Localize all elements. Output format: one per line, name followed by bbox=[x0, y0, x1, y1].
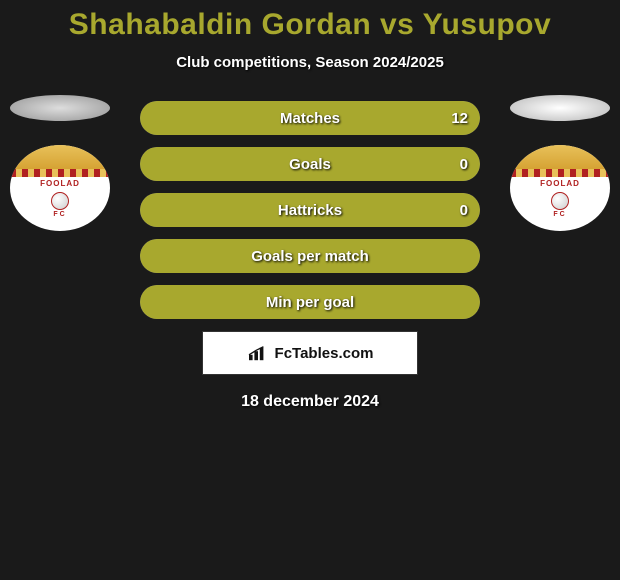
team-left-badge: FOOLAD FC bbox=[10, 145, 110, 231]
date: 18 december 2024 bbox=[0, 393, 620, 411]
page-title: Shahabaldin Gordan vs Yusupov bbox=[0, 0, 620, 42]
badge-right-sub-text: FC bbox=[510, 211, 610, 218]
fctables-logo: FcTables.com bbox=[202, 331, 418, 375]
content: FOOLAD FC FOOLAD FC Matches12Goals0Hattr… bbox=[0, 101, 620, 411]
team-right-column: FOOLAD FC bbox=[500, 95, 620, 231]
stat-row: Hattricks 0 bbox=[140, 193, 480, 227]
stat-label: Hattricks bbox=[278, 202, 342, 219]
stat-row: Min per goal bbox=[140, 285, 480, 319]
stat-right-value: 0 bbox=[460, 202, 468, 219]
badge-left-main-text: FOOLAD bbox=[10, 179, 110, 188]
badge-left-sub-text: FC bbox=[10, 211, 110, 218]
stat-right-value: 0 bbox=[460, 156, 468, 173]
stats-table: Matches 12 Goals 0 Hattricks 0 Goals per match… bbox=[140, 101, 480, 319]
bar-chart-icon bbox=[247, 344, 269, 362]
team-right-badge: FOOLAD FC bbox=[510, 145, 610, 231]
player-right-placeholder bbox=[510, 95, 610, 121]
stat-row: Goals 0 bbox=[140, 147, 480, 181]
stat-row: Goals per match bbox=[140, 239, 480, 273]
stat-label: Goals per match bbox=[251, 248, 369, 265]
stat-label: Goals bbox=[289, 156, 331, 173]
player-left-placeholder bbox=[10, 95, 110, 121]
stat-label: Matches bbox=[280, 110, 340, 127]
fctables-text: FcTables.com bbox=[275, 345, 374, 362]
team-left-column: FOOLAD FC bbox=[0, 95, 120, 231]
subtitle: Club competitions, Season 2024/2025 bbox=[0, 54, 620, 71]
stat-right-value: 12 bbox=[451, 110, 468, 127]
badge-right-main-text: FOOLAD bbox=[510, 179, 610, 188]
stat-label: Min per goal bbox=[266, 294, 354, 311]
stat-row: Matches 12 bbox=[140, 101, 480, 135]
